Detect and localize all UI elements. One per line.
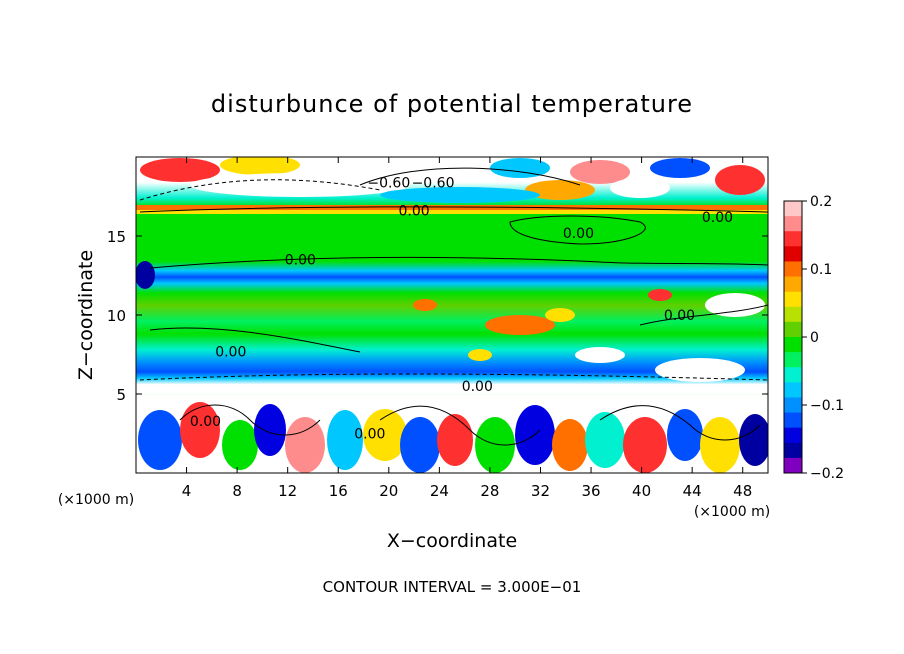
y-tick-label: 10 [107, 307, 126, 325]
colorbar-segment [784, 352, 802, 368]
colorbar-segment [784, 382, 802, 398]
colorbar-segment [784, 231, 802, 247]
colorbar-segment [784, 321, 802, 338]
x-axis: 4 8 12 16 20 24 28 32 36 40 44 48 [182, 157, 752, 500]
y-axis: 5 10 15 [107, 228, 768, 404]
x-axis-unit-right: (×1000 m) [694, 504, 770, 520]
x-tick-label: 40 [632, 482, 651, 500]
colorbar-tick-label: 0 [810, 330, 819, 346]
contour-label: 0.00 [563, 226, 594, 242]
contour-label: 0.00 [215, 344, 246, 360]
lower-region [136, 395, 768, 473]
contour-interval-note: CONTOUR INTERVAL = 3.000E−01 [323, 578, 582, 596]
x-tick-label: 20 [379, 482, 398, 500]
y-axis-label: Z−coordinate [75, 250, 97, 380]
x-axis-label: X−coordinate [387, 530, 517, 552]
contour-label: 0.00 [190, 414, 221, 430]
x-tick-label: 44 [683, 482, 702, 500]
x-tick-label: 12 [278, 482, 297, 500]
colorbar-segment [784, 306, 802, 323]
colorbar-segment [784, 397, 802, 414]
colorbar-ticks: 0.2 0.1 0 −0.1 −0.2 [802, 194, 844, 482]
colorbar-segment [784, 457, 802, 474]
x-tick-label: 36 [581, 482, 600, 500]
colorbar-tick-label: 0.1 [810, 262, 832, 278]
x-axis-unit-left: (×1000 m) [58, 492, 134, 508]
chart-title: disturbunce of potential temperature [211, 90, 693, 118]
plot-area: −0.60 −0.60 0.00 0.00 0.00 0.00 0.00 0.00 0.00 0.… [136, 157, 768, 473]
colorbar-tick-label: −0.2 [810, 466, 844, 482]
x-tick-label: 8 [232, 482, 242, 500]
y-tick-label: 5 [116, 386, 126, 404]
contour-label: 0.00 [702, 210, 733, 226]
x-tick-label: 4 [182, 482, 192, 500]
contour-label: 0.00 [354, 427, 385, 443]
colorbar-segment [784, 216, 802, 232]
colorbar-tick-label: 0.2 [810, 194, 832, 210]
contour-label: 0.00 [398, 204, 429, 220]
colorbar-segment [784, 412, 802, 429]
y-tick-label: 15 [107, 228, 126, 246]
x-tick-label: 24 [430, 482, 449, 500]
contour-label: −0.60 [412, 175, 455, 191]
colorbar-tick-label: −0.1 [810, 398, 844, 414]
colorbar-segment [784, 337, 802, 353]
colorbar-segment [784, 291, 802, 308]
colorbar-segment [784, 367, 802, 383]
colorbar-segment [784, 427, 802, 444]
x-tick-label: 48 [733, 482, 752, 500]
x-tick-label: 28 [480, 482, 499, 500]
contour-label: −0.60 [367, 175, 410, 191]
x-tick-label: 32 [531, 482, 550, 500]
upper-region [136, 157, 768, 214]
mid-region [136, 261, 765, 382]
contour-labels: −0.60 −0.60 0.00 0.00 0.00 0.00 0.00 0.00 0.00 0.… [190, 175, 733, 442]
colorbar [784, 201, 802, 474]
colorbar-segment [784, 201, 802, 217]
contour-label: 0.00 [462, 379, 493, 395]
x-tick-label: 16 [329, 482, 348, 500]
contour-lines [139, 167, 768, 446]
colorbar-segment [784, 246, 802, 262]
colorbar-segment [784, 442, 802, 459]
colorbar-segment [784, 261, 802, 278]
colorbar-segment [784, 276, 802, 293]
contour-label: 0.00 [664, 308, 695, 324]
contour-label: 0.00 [285, 253, 316, 269]
